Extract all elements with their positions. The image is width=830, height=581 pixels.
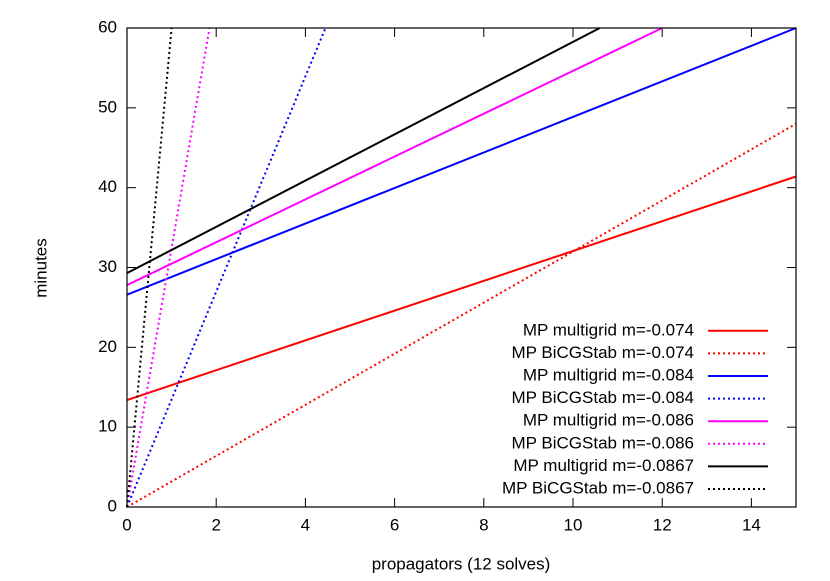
y-tick-label: 0 xyxy=(108,496,117,515)
series-line xyxy=(126,27,173,508)
legend-label: MP BiCGStab m=-0.0867 xyxy=(502,478,694,497)
series-line xyxy=(126,27,601,274)
x-tick-label: 6 xyxy=(390,515,399,534)
y-tick-label: 30 xyxy=(98,257,117,276)
legend-label: MP BiCGStab m=-0.084 xyxy=(511,388,694,407)
x-tick-label: 8 xyxy=(479,515,488,534)
y-tick-label: 50 xyxy=(98,97,117,116)
x-tick-label: 2 xyxy=(211,515,220,534)
legend-label: MP multigrid m=-0.074 xyxy=(523,320,694,339)
x-axis-label: propagators (12 solves) xyxy=(372,554,551,573)
y-tick-label: 10 xyxy=(98,417,117,436)
legend-label: MP multigrid m=-0.086 xyxy=(523,411,694,430)
y-axis-label: minutes xyxy=(31,238,50,298)
legend-label: MP multigrid m=-0.0867 xyxy=(513,456,694,475)
plot-frame xyxy=(126,27,797,508)
series-line xyxy=(126,27,211,508)
series-line xyxy=(126,122,797,508)
y-tick-label: 20 xyxy=(98,337,117,356)
series-line xyxy=(126,27,663,286)
x-tick-label: 10 xyxy=(564,515,583,534)
legend-label: MP multigrid m=-0.084 xyxy=(523,365,694,384)
x-tick-label: 14 xyxy=(742,515,761,534)
series-line xyxy=(126,175,797,401)
y-tick-label: 40 xyxy=(98,177,117,196)
legend-label: MP BiCGStab m=-0.074 xyxy=(511,343,694,362)
x-tick-label: 0 xyxy=(122,515,131,534)
series-line xyxy=(126,27,327,508)
series-line xyxy=(126,27,797,296)
y-tick-label: 60 xyxy=(98,17,117,36)
x-tick-label: 4 xyxy=(301,515,310,534)
x-tick-label: 12 xyxy=(653,515,672,534)
legend-label: MP BiCGStab m=-0.086 xyxy=(511,433,694,452)
